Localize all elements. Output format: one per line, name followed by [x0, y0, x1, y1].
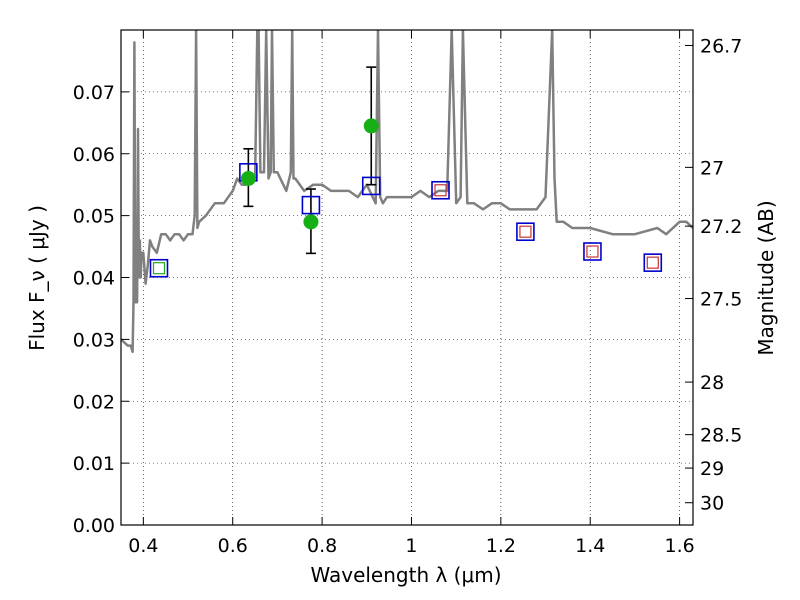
right-tick-label: 27.2 [700, 216, 742, 238]
model-square [583, 242, 602, 261]
right-tick-label: 27 [700, 157, 724, 179]
spectrum-line [121, 30, 693, 354]
right-tick-label: 27.5 [700, 289, 742, 311]
observed-point [240, 171, 256, 186]
y-tick-label: 0.04 [73, 268, 115, 290]
y-tick-label: 0.03 [73, 329, 115, 351]
model-inner-square [434, 184, 447, 197]
right-tick-label: 30 [700, 493, 724, 515]
x-tick-label: 1.6 [664, 535, 694, 557]
x-axis: 0.4 0.6 0.8 1 1.2 1.4 1.6 [128, 30, 695, 557]
x-tick-label: 0.8 [307, 535, 337, 557]
model-inner-square [519, 225, 532, 238]
right-tick-label: 28 [700, 372, 724, 394]
x-tick-label: 0.4 [128, 535, 158, 557]
y-tick-label: 0.06 [73, 144, 115, 166]
y-tick-label: 0.01 [73, 453, 115, 475]
model-inner-square [586, 245, 599, 258]
y-tick-label: 0.05 [73, 206, 115, 228]
y-tick-label: 0.07 [73, 82, 115, 104]
model-square [516, 222, 535, 242]
y-tick-label: 0.00 [73, 515, 115, 537]
right-tick-label: 29 [700, 458, 724, 480]
grid-lines [121, 30, 693, 526]
y-axis-right: 26.7 27 27.2 27.5 28 28.5 29 30 [685, 35, 742, 515]
model-inner-square [646, 256, 659, 269]
model-square [361, 176, 381, 196]
model-inner-square [152, 262, 166, 275]
right-axis-label: Magnitude (AB) [754, 200, 778, 355]
x-tick-label: 1 [405, 535, 417, 557]
model-square [149, 258, 169, 278]
model-square [301, 195, 321, 215]
model-square [431, 180, 450, 200]
y-axis-label: Flux F_ν ( μJy ) [25, 205, 49, 351]
x-tick-label: 1.4 [575, 535, 605, 557]
right-tick-label: 28.5 [700, 425, 742, 447]
model-square [643, 253, 663, 272]
plot-frame [120, 29, 694, 526]
right-tick-label: 26.7 [700, 35, 742, 57]
x-axis-label: Wavelength λ (μm) [310, 563, 501, 587]
observed-point [303, 214, 319, 230]
x-tick-label: 0.6 [218, 535, 248, 557]
x-tick-label: 1.2 [486, 535, 516, 557]
model-layer [149, 118, 663, 278]
spectrum-layer [121, 30, 693, 354]
y-tick-label: 0.02 [73, 391, 115, 413]
y-axis-left: 0.00 0.01 0.02 0.03 0.04 0.05 0.06 0.07 [73, 82, 129, 537]
observed-point [363, 118, 379, 134]
